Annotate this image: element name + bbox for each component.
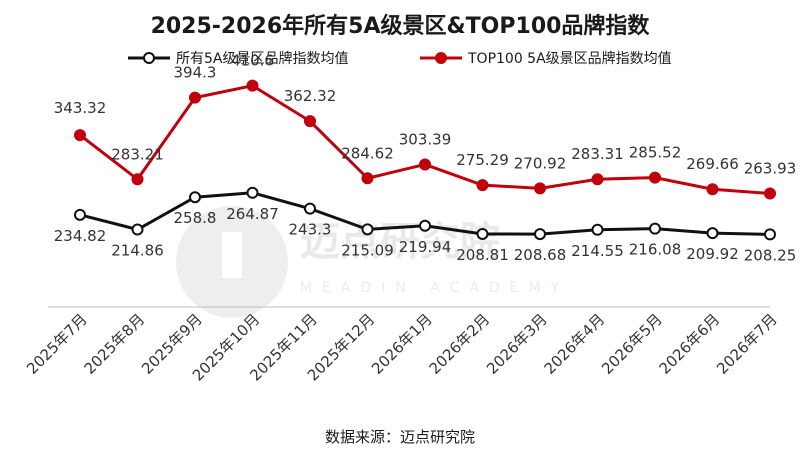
data-label: 283.31 — [571, 145, 624, 163]
data-label: 243.3 — [289, 221, 332, 239]
legend-marker-all — [143, 52, 155, 64]
legend-label-top100: TOP100 5A级景区品牌指数均值 — [467, 50, 672, 67]
data-label: 263.93 — [744, 159, 797, 177]
x-tick-label: 2026年6月 — [656, 310, 724, 378]
data-label: 303.39 — [399, 130, 452, 148]
chart-title: 2025-2026年所有5A级景区&TOP100品牌指数 — [151, 13, 651, 39]
data-point — [649, 222, 661, 235]
data-label: 234.82 — [54, 227, 107, 245]
data-label: 285.52 — [629, 144, 682, 162]
data-point — [131, 223, 144, 236]
series-layer — [74, 79, 776, 241]
data-point — [764, 187, 776, 200]
data-label: 208.81 — [456, 246, 509, 264]
data-label: 209.92 — [686, 245, 739, 263]
data-label: 208.25 — [744, 246, 797, 264]
data-point — [534, 182, 546, 195]
data-source: 数据来源：迈点研究院 — [325, 428, 475, 446]
data-label: 219.94 — [399, 238, 452, 256]
data-label: 283.21 — [111, 145, 164, 163]
x-tick-label: 2025年7月 — [23, 310, 91, 378]
x-tick-label: 2025年8月 — [81, 310, 149, 378]
watermark-subtext: MEADIN ACADEMY — [300, 280, 569, 296]
legend-label-all: 所有5A级景区品牌指数均值 — [176, 50, 348, 67]
data-label: 215.09 — [341, 241, 394, 259]
x-tick-label: 2026年2月 — [426, 310, 494, 378]
data-point — [74, 208, 86, 221]
x-tick-label: 2026年3月 — [483, 310, 551, 378]
data-point — [361, 223, 374, 236]
data-label: 362.32 — [284, 87, 337, 105]
x-tick-labels: 2025年7月2025年8月2025年9月2025年10月2025年11月202… — [23, 310, 781, 384]
x-tick-label: 2026年1月 — [368, 310, 436, 378]
data-point — [476, 179, 489, 192]
data-label: 208.68 — [514, 246, 567, 264]
x-tick-label: 2026年4月 — [541, 310, 609, 378]
data-point — [419, 219, 431, 232]
legend: 所有5A级景区品牌指数均值 TOP100 5A级景区品牌指数均值 — [128, 50, 672, 67]
data-point — [591, 223, 604, 236]
data-point — [361, 172, 374, 185]
data-label: 214.55 — [571, 242, 624, 260]
data-point — [246, 186, 259, 199]
data-point — [419, 158, 431, 171]
data-point — [706, 183, 719, 196]
data-point — [764, 228, 776, 241]
data-point — [304, 202, 316, 215]
data-label: 410.6 — [231, 52, 274, 70]
data-label: 214.86 — [111, 242, 164, 260]
data-point — [246, 79, 259, 92]
data-label: 275.29 — [456, 151, 509, 169]
data-point — [534, 228, 546, 241]
watermark-logo-tower — [222, 232, 242, 278]
data-point — [74, 129, 86, 142]
x-tick-label: 2026年5月 — [598, 310, 666, 378]
data-label: 270.92 — [514, 154, 567, 172]
watermark: 迈点研究院 MEADIN ACADEMY — [176, 206, 569, 318]
data-point — [189, 91, 201, 104]
data-point — [476, 227, 489, 240]
data-point — [706, 227, 719, 240]
data-point — [189, 191, 201, 204]
data-label: 258.8 — [174, 209, 217, 227]
data-label: 343.32 — [54, 99, 107, 117]
data-point — [131, 173, 144, 186]
data-point — [591, 173, 604, 186]
data-label: 394.3 — [174, 64, 217, 82]
data-point — [649, 171, 661, 184]
data-label: 284.62 — [341, 144, 394, 162]
data-label: 264.87 — [226, 205, 279, 223]
data-point — [304, 115, 316, 128]
x-tick-label: 2026年7月 — [713, 310, 781, 378]
data-label: 269.66 — [686, 155, 739, 173]
data-label: 216.08 — [629, 241, 682, 259]
legend-marker-top100 — [435, 52, 447, 64]
